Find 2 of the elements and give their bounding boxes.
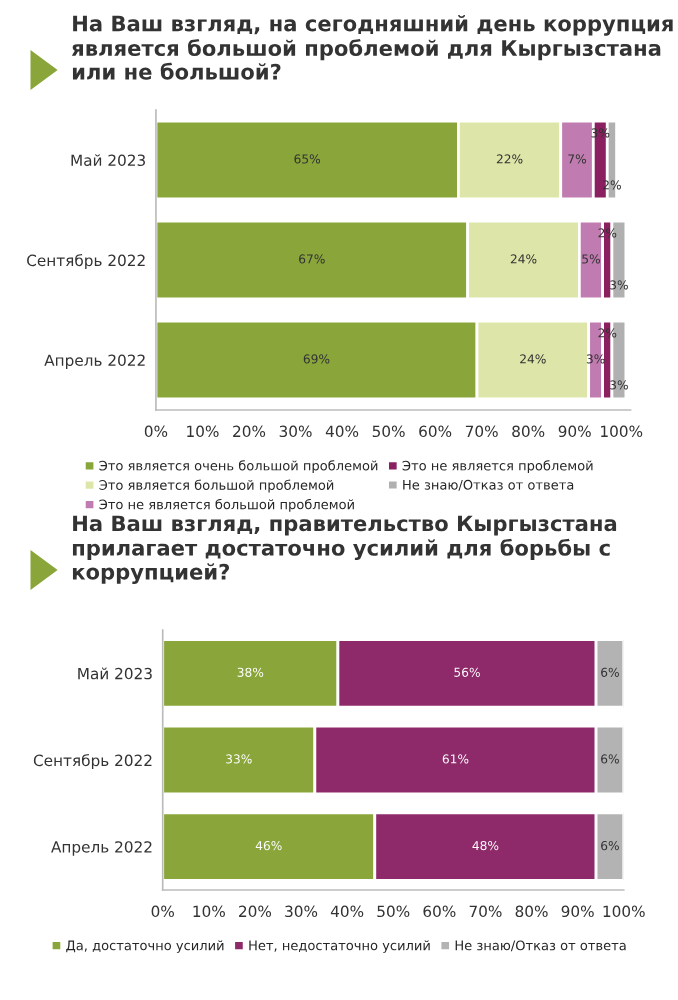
chart-title: На Ваш взгляд, правительство Кыргызстана прилагает достаточно усилий для борьбы с коррупцией? <box>72 515 617 584</box>
chart-title: На Ваш взгляд, на сегодняшний день коррупция является большой проблемой для Кыргызстана или не большой? <box>71 15 673 80</box>
